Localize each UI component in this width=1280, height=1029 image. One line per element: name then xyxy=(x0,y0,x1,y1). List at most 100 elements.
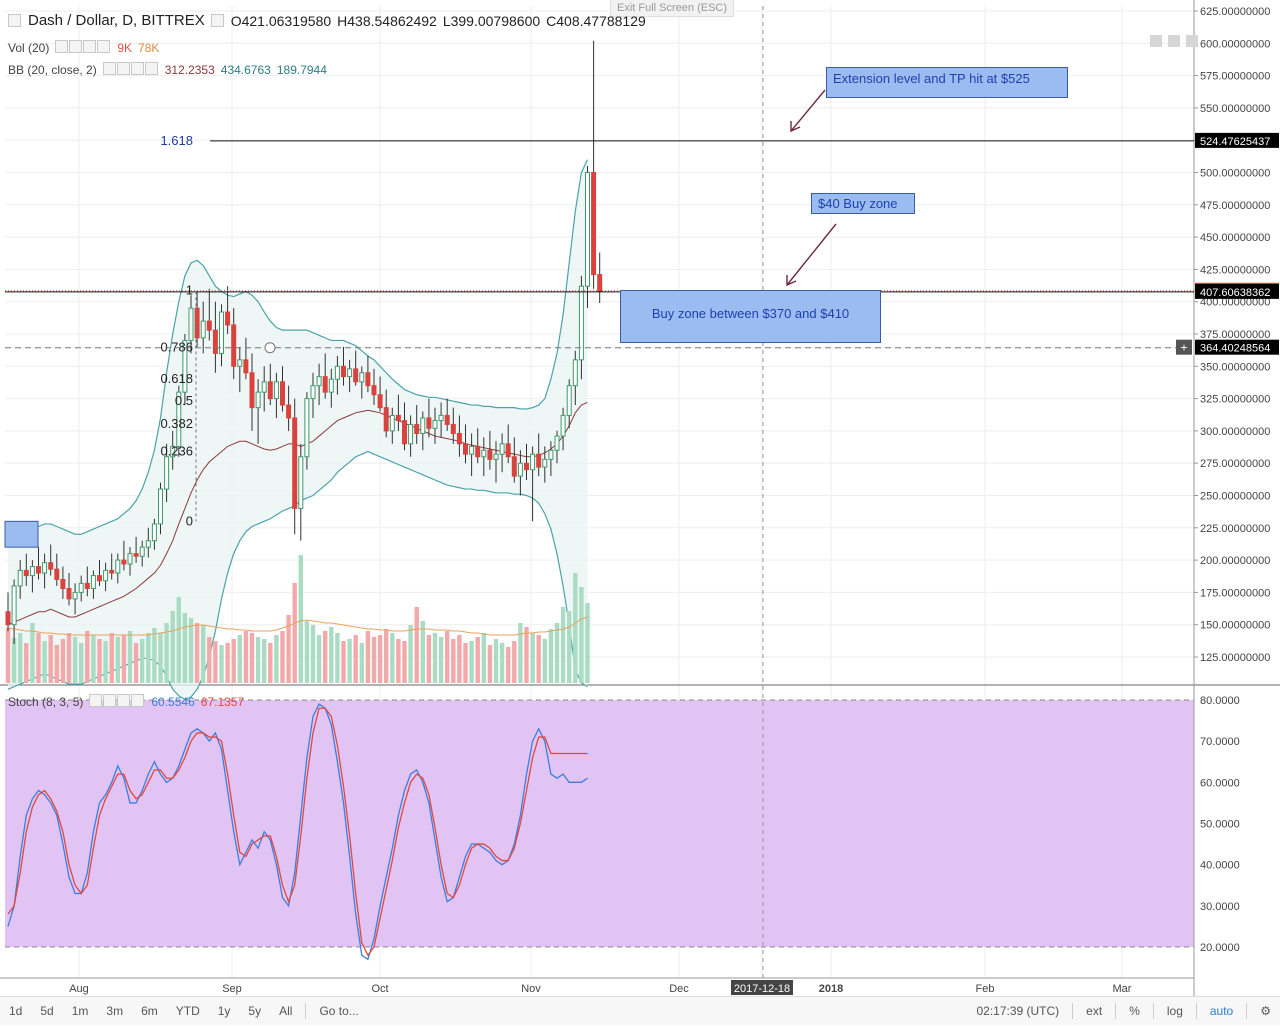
time-axis-label: Nov xyxy=(521,983,541,995)
candle-body xyxy=(109,569,115,574)
candle-body xyxy=(127,553,133,565)
clock-time[interactable]: 02:17:39 (UTC) xyxy=(976,1004,1060,1018)
annotation-extension[interactable]: Extension level and TP hit at $525 xyxy=(826,67,1068,98)
candle-body xyxy=(194,307,200,339)
volume-bar xyxy=(512,641,517,683)
plus-icon-label: + xyxy=(1180,341,1187,355)
range-6m[interactable]: 6m xyxy=(141,1004,158,1018)
volume-value-b: 78K xyxy=(138,41,160,55)
gear-icon[interactable]: ⚙ xyxy=(1260,1004,1271,1018)
candle-body xyxy=(66,588,72,600)
price-badge xyxy=(1195,283,1279,299)
volume-bar xyxy=(109,633,114,683)
price-axis-label: 300.00000000 xyxy=(1200,426,1270,438)
volume-bar xyxy=(36,633,41,683)
range-5d[interactable]: 5d xyxy=(40,1004,54,1018)
volume-bar xyxy=(11,638,17,683)
candle-body xyxy=(273,381,279,400)
price-axis-label: 150.00000000 xyxy=(1200,620,1270,632)
ext-toggle[interactable]: ext xyxy=(1086,1004,1103,1018)
candle-body xyxy=(371,385,377,396)
eye-icon[interactable] xyxy=(89,694,103,707)
range-1y[interactable]: 1y xyxy=(217,1004,231,1018)
bb-buttons[interactable] xyxy=(102,62,159,78)
fib-anchor-handle xyxy=(264,342,276,354)
add-icon[interactable] xyxy=(117,694,131,707)
volume-bar xyxy=(91,635,96,683)
annotation-arrow-head xyxy=(790,121,801,133)
bb-fill xyxy=(8,159,588,700)
collapse-icon[interactable] xyxy=(8,14,21,27)
volume-bar xyxy=(457,635,462,683)
volume-bar xyxy=(18,633,23,683)
volume-bar xyxy=(402,641,407,683)
price-axis-label: 400.00000000 xyxy=(1200,297,1270,309)
stoch-label[interactable]: Stoch (8, 3, 5) xyxy=(8,695,84,709)
symbol-settings-icon[interactable] xyxy=(210,14,224,27)
gear-icon[interactable] xyxy=(103,694,117,707)
volume-bar xyxy=(255,637,261,683)
volume-bar xyxy=(420,621,425,683)
volume-bar xyxy=(536,635,541,683)
volume-bar xyxy=(530,633,535,683)
symbol-title[interactable]: Dash / Dollar, D, BITTREX xyxy=(28,12,205,29)
candle-body xyxy=(103,569,109,582)
fib-level-label: 0.5 xyxy=(175,393,193,408)
candle-body xyxy=(200,320,206,339)
time-cursor-badge xyxy=(731,980,793,995)
close-icon[interactable] xyxy=(97,40,111,53)
volume-bar xyxy=(335,633,340,683)
gear-icon[interactable] xyxy=(69,40,83,53)
eye-icon[interactable] xyxy=(55,40,69,53)
close-icon[interactable] xyxy=(144,62,158,75)
candle-body xyxy=(292,417,298,509)
price-badge xyxy=(1195,339,1279,355)
toolbar-divider xyxy=(1115,1003,1117,1019)
range-1d[interactable]: 1d xyxy=(9,1004,23,1018)
gear-icon[interactable] xyxy=(116,62,130,75)
close-icon[interactable] xyxy=(131,694,145,707)
range-ytd[interactable]: YTD xyxy=(175,1004,200,1018)
candle-body xyxy=(395,414,401,422)
add-icon[interactable] xyxy=(83,40,97,53)
candle-body xyxy=(243,359,249,374)
bb-label[interactable]: BB (20, close, 2) xyxy=(8,63,97,77)
range-3m[interactable]: 3m xyxy=(106,1004,124,1018)
volume-bar xyxy=(499,643,505,683)
auto-toggle[interactable]: auto xyxy=(1209,1004,1234,1018)
volume-bar xyxy=(518,623,523,683)
price-axis-label: 250.00000000 xyxy=(1200,491,1270,503)
range-5y[interactable]: 5y xyxy=(248,1004,262,1018)
goto-button[interactable]: Go to... xyxy=(319,1004,359,1018)
candle-body xyxy=(432,420,438,429)
volume-bar xyxy=(42,641,47,683)
volume-buttons[interactable] xyxy=(55,40,111,56)
exit-fullscreen-button[interactable]: Exit Full Screen (ESC) xyxy=(610,0,735,17)
volume-bar xyxy=(554,623,560,683)
volume-label[interactable]: Vol (20) xyxy=(8,41,50,55)
percent-toggle[interactable]: % xyxy=(1129,1004,1140,1018)
log-toggle[interactable]: log xyxy=(1166,1004,1183,1018)
volume-bar xyxy=(103,641,108,683)
stoch-d-line xyxy=(7,707,588,957)
range-all[interactable]: All xyxy=(279,1004,293,1018)
add-icon[interactable] xyxy=(130,62,144,75)
annotation-buy-zone-40[interactable]: $40 Buy zone xyxy=(811,193,915,214)
candle-body xyxy=(310,385,316,400)
volume-bar xyxy=(432,633,438,683)
eye-icon[interactable] xyxy=(102,62,116,75)
volume-bar xyxy=(341,641,346,683)
volume-bar xyxy=(5,628,11,683)
annotation-buy-zone-range[interactable]: Buy zone between $370 and $410 xyxy=(620,290,881,343)
volume-bar xyxy=(243,631,249,683)
volume-bar xyxy=(487,645,493,683)
stoch-buttons[interactable] xyxy=(89,694,145,710)
ohlc-high: H438.54862492 xyxy=(337,12,437,29)
candle-body xyxy=(377,394,383,409)
price-axis-bg xyxy=(1194,0,1280,996)
price-badge xyxy=(1195,132,1279,148)
candle-body xyxy=(383,407,389,432)
range-1m[interactable]: 1m xyxy=(71,1004,89,1018)
